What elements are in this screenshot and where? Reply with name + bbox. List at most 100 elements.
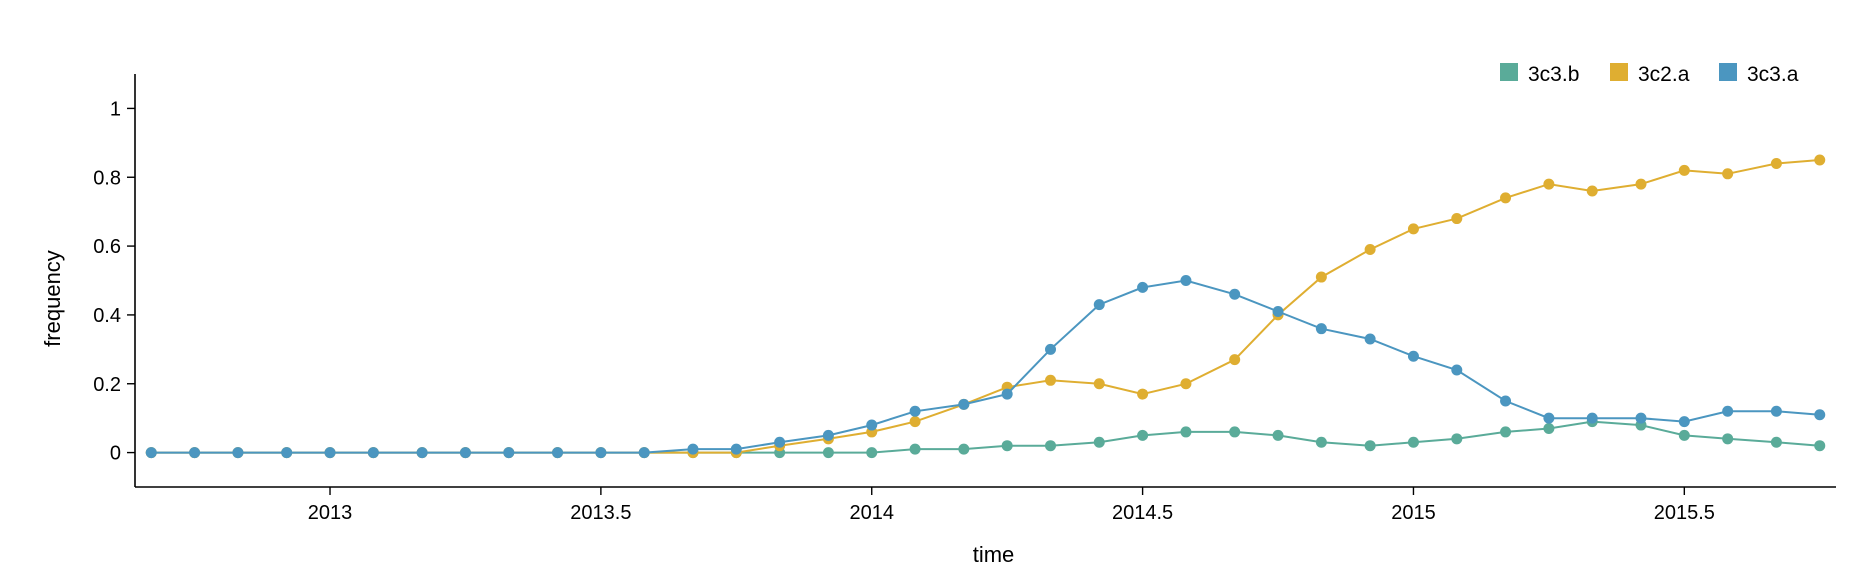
data-point (909, 443, 921, 455)
data-point (1500, 395, 1512, 407)
data-point (1137, 388, 1149, 400)
data-point (1180, 426, 1192, 438)
data-point (552, 447, 564, 459)
data-point (866, 447, 878, 459)
series-3c2.a (145, 154, 1826, 459)
data-point (1229, 426, 1241, 438)
data-point (1229, 288, 1241, 300)
data-point (1315, 323, 1327, 335)
data-point (1814, 440, 1826, 452)
data-point (145, 447, 157, 459)
series-line (151, 159, 1820, 454)
data-point (503, 447, 515, 459)
data-point (822, 429, 834, 441)
data-point (1315, 271, 1327, 283)
y-tick-label: 0.6 (93, 236, 121, 258)
data-point (1500, 426, 1512, 438)
data-point (1364, 440, 1376, 452)
data-point (367, 447, 379, 459)
data-point (822, 447, 834, 459)
data-point (281, 447, 293, 459)
data-point (1500, 192, 1512, 204)
x-tick-label: 2013 (308, 502, 353, 524)
data-point (1315, 436, 1327, 448)
y-tick-label: 0.8 (93, 167, 121, 189)
legend-item-3c3.a: 3c3.a (1719, 63, 1799, 86)
data-point (1770, 436, 1782, 448)
data-point (1678, 429, 1690, 441)
y-tick-label: 0.2 (93, 374, 121, 396)
data-point (774, 436, 786, 448)
data-point (1364, 333, 1376, 345)
data-point (1543, 422, 1555, 434)
data-point (324, 447, 336, 459)
data-point (595, 447, 607, 459)
data-point (1272, 429, 1284, 441)
data-point (1722, 405, 1734, 417)
data-point (1678, 416, 1690, 428)
data-point (1045, 374, 1057, 386)
data-point (1451, 364, 1463, 376)
legend-label: 3c2.a (1638, 63, 1690, 86)
data-point (1451, 213, 1463, 225)
data-point (1001, 388, 1013, 400)
data-point (232, 447, 244, 459)
chart-legend: 3c3.b 3c2.a 3c3.a (1500, 63, 1799, 86)
data-point (687, 443, 699, 455)
series-line (151, 279, 1820, 454)
data-point (1814, 154, 1826, 166)
data-point (1770, 405, 1782, 417)
data-point (1678, 164, 1690, 176)
data-point (1770, 157, 1782, 169)
data-point (1180, 275, 1192, 286)
legend-label: 3c3.a (1747, 63, 1799, 86)
data-point (866, 419, 878, 431)
y-tick-label: 0 (110, 443, 121, 465)
data-point (459, 447, 471, 459)
legend-swatch (1500, 63, 1518, 81)
data-point (1635, 412, 1647, 424)
x-tick-label: 2015 (1391, 502, 1436, 524)
legend-item-3c3.b: 3c3.b (1500, 63, 1579, 86)
y-tick-label: 0.4 (93, 305, 121, 327)
y-tick-label: 1 (110, 98, 121, 120)
data-point (1586, 412, 1598, 424)
data-point (1451, 433, 1463, 445)
data-point (1045, 440, 1057, 452)
data-point (1635, 178, 1647, 190)
data-point (1722, 433, 1734, 445)
legend-item-3c2.a: 3c2.a (1610, 63, 1690, 86)
data-point (1272, 305, 1284, 317)
data-point (730, 443, 742, 455)
y-axis-title: frequency (40, 250, 65, 347)
data-point (189, 447, 201, 459)
data-point (1229, 354, 1241, 366)
data-point (1093, 378, 1105, 390)
data-point (1586, 185, 1598, 197)
x-tick-label: 2014 (849, 502, 894, 524)
data-point (1814, 409, 1826, 421)
x-tick-label: 2015.5 (1654, 502, 1715, 524)
data-point (1407, 350, 1419, 362)
data-point (1722, 168, 1734, 180)
data-point (1001, 440, 1013, 452)
data-point (1093, 299, 1105, 311)
x-tick-label: 2013.5 (570, 502, 631, 524)
data-point (1137, 281, 1149, 293)
legend-swatch (1610, 63, 1628, 81)
data-point (1045, 343, 1057, 355)
data-point (909, 416, 921, 428)
data-point (1543, 178, 1555, 190)
data-point (1180, 378, 1192, 390)
legend-label: 3c3.b (1528, 63, 1579, 86)
series-line (151, 420, 1820, 454)
data-point (1093, 436, 1105, 448)
data-point (1407, 223, 1419, 235)
x-tick-label: 2014.5 (1112, 502, 1173, 524)
data-point (958, 398, 970, 410)
data-point (909, 405, 921, 417)
data-point (416, 447, 428, 459)
data-point (1364, 244, 1376, 256)
data-point (958, 443, 970, 455)
